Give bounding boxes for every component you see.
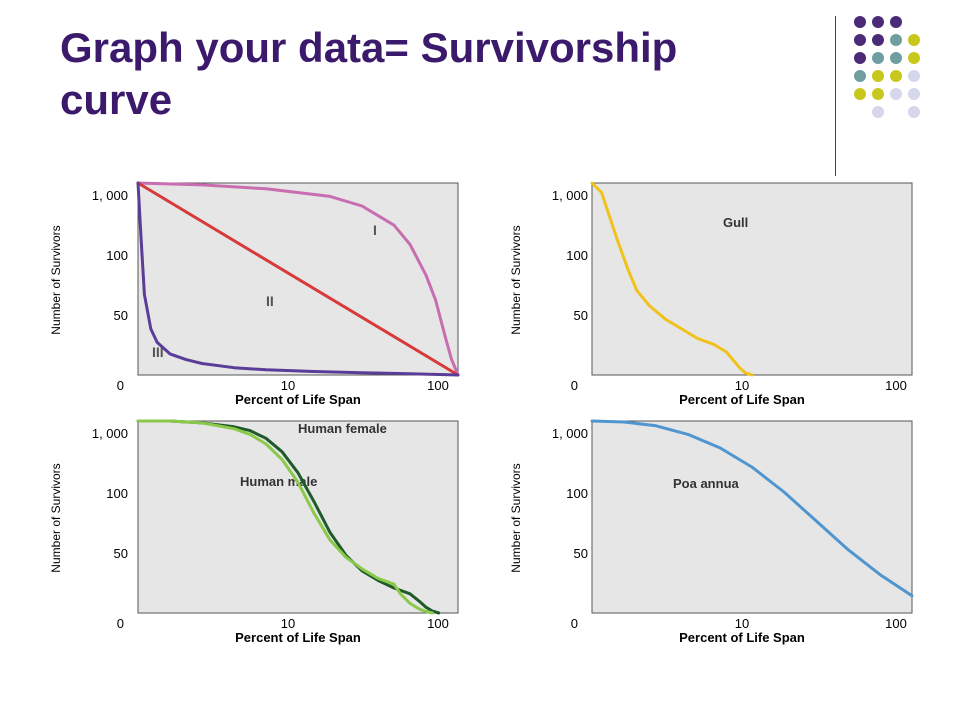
decorative-dot (854, 52, 866, 64)
y-tick-label-0: 0 (117, 378, 124, 393)
curve-label-gull: Gull (723, 215, 748, 230)
decorative-dot (908, 70, 920, 82)
plot-area (591, 182, 913, 376)
decorative-dot (890, 52, 902, 64)
x-tick-label-100: 100 (885, 616, 907, 631)
x-tick-label-10: 10 (281, 616, 295, 631)
slide-title: Graph your data= Survivorship curve (60, 22, 840, 126)
x-axis-label: Percent of Life Span (235, 630, 361, 645)
decorative-dot (854, 70, 866, 82)
decorative-dot (890, 34, 902, 46)
decorative-dot (908, 106, 920, 118)
chart-human: 1, 000 100 50 0 10 100 Percent of Life S… (49, 419, 459, 645)
curve-label-i: I (373, 222, 377, 238)
decorative-dot (908, 88, 920, 100)
y-axis-label: Number of Survivors (49, 463, 63, 572)
decorative-dot (854, 16, 866, 28)
series-layer (136, 181, 460, 377)
series-layer (136, 419, 441, 615)
x-tick-label-100: 100 (885, 378, 907, 393)
decorative-dot (872, 52, 884, 64)
x-axis-label: Percent of Life Span (679, 392, 805, 407)
series-layer (590, 419, 914, 598)
y-tick-label-50: 50 (574, 546, 588, 561)
decorative-dot (890, 88, 902, 100)
chart-survivorship-types: 1, 000 100 50 0 10 100 Percent of Life S… (49, 181, 460, 407)
curve-label-ii: II (266, 293, 274, 309)
decorative-dot (872, 88, 884, 100)
x-tick-label-100: 100 (427, 378, 449, 393)
x-tick-label-10: 10 (735, 616, 749, 631)
x-tick-label-10: 10 (735, 378, 749, 393)
decorative-dot (908, 52, 920, 64)
y-tick-label-50: 50 (114, 308, 128, 323)
plot-area (591, 420, 913, 614)
y-tick-label-100: 100 (566, 486, 588, 501)
decorative-dot (890, 16, 902, 28)
y-tick-label-1000: 1, 000 (92, 426, 128, 441)
decorative-dot (854, 88, 866, 100)
curve-label-poa-annua: Poa annua (673, 476, 740, 491)
decorative-dot (854, 34, 866, 46)
decorative-dot (908, 34, 920, 46)
decorative-dot (890, 70, 902, 82)
x-axis-label: Percent of Life Span (235, 392, 361, 407)
series-line-poa-annua (590, 419, 914, 598)
decorative-dot (872, 34, 884, 46)
slide-title-line-2: curve (60, 76, 173, 123)
curve-label-iii: III (152, 344, 164, 360)
slide-title-line-1: Graph your data= Survivorship (60, 24, 678, 71)
y-tick-label-0: 0 (571, 616, 578, 631)
y-tick-label-100: 100 (106, 248, 128, 263)
series-line-ii (136, 181, 460, 377)
y-axis-label: Number of Survivors (509, 463, 523, 572)
y-tick-label-0: 0 (117, 616, 124, 631)
series-line-i (136, 181, 460, 377)
y-axis-label: Number of Survivors (509, 225, 523, 334)
y-tick-label-100: 100 (566, 248, 588, 263)
y-tick-label-1000: 1, 000 (552, 426, 588, 441)
chart-gull: 1, 000 100 50 0 10 100 Percent of Life S… (509, 181, 913, 407)
y-tick-label-50: 50 (114, 546, 128, 561)
series-line-iii (136, 181, 460, 377)
title-divider (835, 16, 836, 176)
decorative-dot (872, 106, 884, 118)
series-layer (590, 181, 754, 377)
y-axis-label: Number of Survivors (49, 225, 63, 334)
y-tick-label-100: 100 (106, 486, 128, 501)
series-line-human-female (136, 419, 441, 615)
series-line-human-male (136, 419, 434, 615)
chart-poa-annua: 1, 000 100 50 0 10 100 Percent of Life S… (509, 419, 914, 645)
x-tick-label-10: 10 (281, 378, 295, 393)
x-tick-label-100: 100 (427, 616, 449, 631)
y-tick-label-1000: 1, 000 (92, 188, 128, 203)
y-tick-label-0: 0 (571, 378, 578, 393)
y-tick-label-50: 50 (574, 308, 588, 323)
curve-label-human-female: Human female (298, 421, 387, 436)
series-line-gull (590, 181, 754, 377)
decorative-dot (872, 70, 884, 82)
x-axis-label: Percent of Life Span (679, 630, 805, 645)
plot-area (137, 420, 459, 614)
decorative-dot (872, 16, 884, 28)
y-tick-label-1000: 1, 000 (552, 188, 588, 203)
